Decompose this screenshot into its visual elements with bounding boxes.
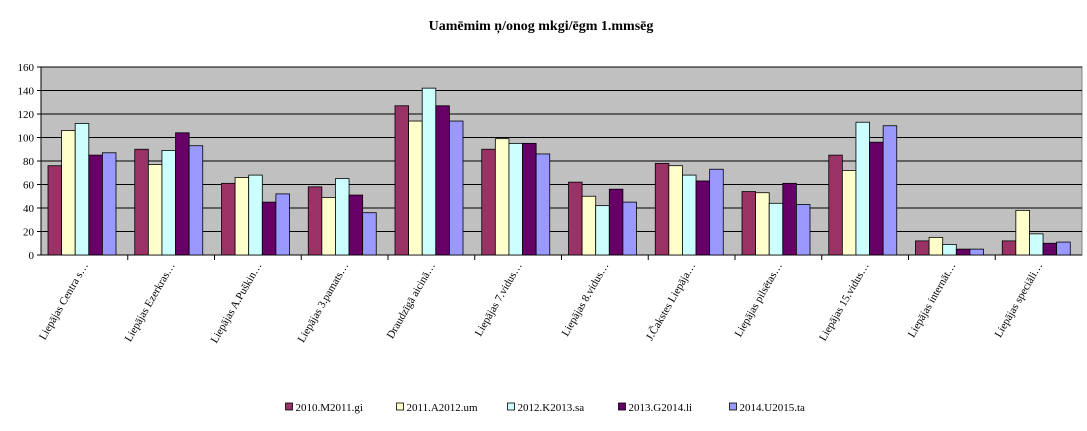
category-label: Liepājas Centra s… <box>37 261 91 343</box>
bar <box>682 174 697 256</box>
legend-swatch <box>285 402 293 411</box>
bar <box>307 186 323 256</box>
legend-swatch <box>396 402 404 411</box>
category-label: Draudzīgā aicinā… <box>385 261 438 341</box>
legend-label: 2013.G2014.li <box>629 402 693 414</box>
bar <box>1001 240 1017 256</box>
bar <box>828 154 843 256</box>
category-label: Liepājas pilsētas… <box>733 261 785 340</box>
bar <box>362 212 377 256</box>
bar <box>568 181 583 256</box>
category-label: Liepājas Ezerkras… <box>123 261 178 344</box>
bar <box>654 162 670 256</box>
bar <box>481 148 496 256</box>
bar <box>768 202 784 256</box>
bar <box>915 240 930 256</box>
category-label: Liepājas 15.vidus… <box>817 261 872 344</box>
bar <box>855 121 870 256</box>
category-label: Liepājas 8.vidus… <box>560 261 612 339</box>
bar <box>448 120 464 256</box>
bar <box>88 154 103 256</box>
bar <box>955 248 971 256</box>
bar <box>695 180 711 256</box>
y-tick-label: 80 <box>23 156 35 168</box>
legend-label: 2014.U2015.ta <box>740 402 806 414</box>
y-tick-label: 0 <box>29 250 35 262</box>
y-tick-label: 40 <box>23 203 35 215</box>
bar <box>928 236 944 256</box>
bar <box>622 201 637 256</box>
bar <box>394 105 410 256</box>
bar <box>275 193 290 256</box>
bar <box>1042 242 1058 256</box>
bar <box>608 188 624 256</box>
bar <box>175 132 190 256</box>
legend-swatch <box>507 402 515 411</box>
bar <box>408 120 423 256</box>
legend-swatch <box>729 402 737 411</box>
bar <box>435 105 450 256</box>
bar <box>882 125 898 256</box>
bar <box>74 123 90 256</box>
bar <box>942 244 957 256</box>
bar <box>248 174 263 256</box>
plot-area: 0 20 40 60 80 100 120 140 160 Liepājas Centra s… L… <box>18 62 1083 345</box>
bar <box>869 141 884 256</box>
y-tick-label: 60 <box>23 180 35 192</box>
bar <box>161 150 176 256</box>
bar <box>755 192 770 256</box>
legend-label: 2012.K2013.sa <box>518 402 585 414</box>
bar <box>796 204 811 256</box>
bar <box>421 87 437 256</box>
bar <box>261 201 277 256</box>
legend: 2010.M2011.gi 2011.A2012.um 2012.K2013.sa 2… <box>285 402 806 414</box>
category-label: J.Čakstes Liepāja… <box>644 261 698 343</box>
bar <box>841 169 857 256</box>
bar <box>709 168 724 256</box>
bar <box>1029 233 1044 256</box>
bar <box>61 130 76 256</box>
bar <box>494 138 510 256</box>
bar <box>134 148 149 256</box>
category-label: Liepājas A.Puškin… <box>209 261 265 346</box>
bar <box>147 164 163 256</box>
legend-label: 2010.M2011.gi <box>296 402 363 414</box>
bar <box>221 182 236 256</box>
chart-title: Uamēmim ņ/onog mkgi/ēgm 1.mmsēg <box>429 19 654 34</box>
bar <box>969 248 984 256</box>
bar <box>348 194 364 256</box>
y-tick-label: 20 <box>23 227 35 239</box>
bar <box>668 165 683 256</box>
legend-label: 2011.A2012.um <box>407 402 479 414</box>
bar <box>508 142 523 256</box>
bar <box>188 145 204 256</box>
bar <box>741 191 757 256</box>
category-label: Liepājas 3.pamats… <box>296 261 352 345</box>
bar <box>234 177 250 256</box>
category-label: Liepājas 7.vidus… <box>473 261 525 339</box>
bar <box>581 195 597 256</box>
bar <box>321 197 336 256</box>
bar <box>1015 209 1030 256</box>
category-label: Liepājas speciāli… <box>993 261 1046 340</box>
y-tick-label: 100 <box>18 133 35 145</box>
y-tick-label: 140 <box>18 86 35 98</box>
bar <box>335 178 350 256</box>
legend-swatch <box>618 402 626 411</box>
bar <box>102 152 117 256</box>
bar <box>535 153 551 256</box>
category-label: Liepājas internāt… <box>906 261 959 340</box>
y-tick-label: 160 <box>18 62 35 74</box>
y-tick-label: 120 <box>18 109 35 121</box>
bar <box>1056 241 1071 256</box>
bar <box>782 182 797 256</box>
bar <box>47 165 63 256</box>
bar <box>595 205 610 256</box>
bar <box>522 142 537 256</box>
